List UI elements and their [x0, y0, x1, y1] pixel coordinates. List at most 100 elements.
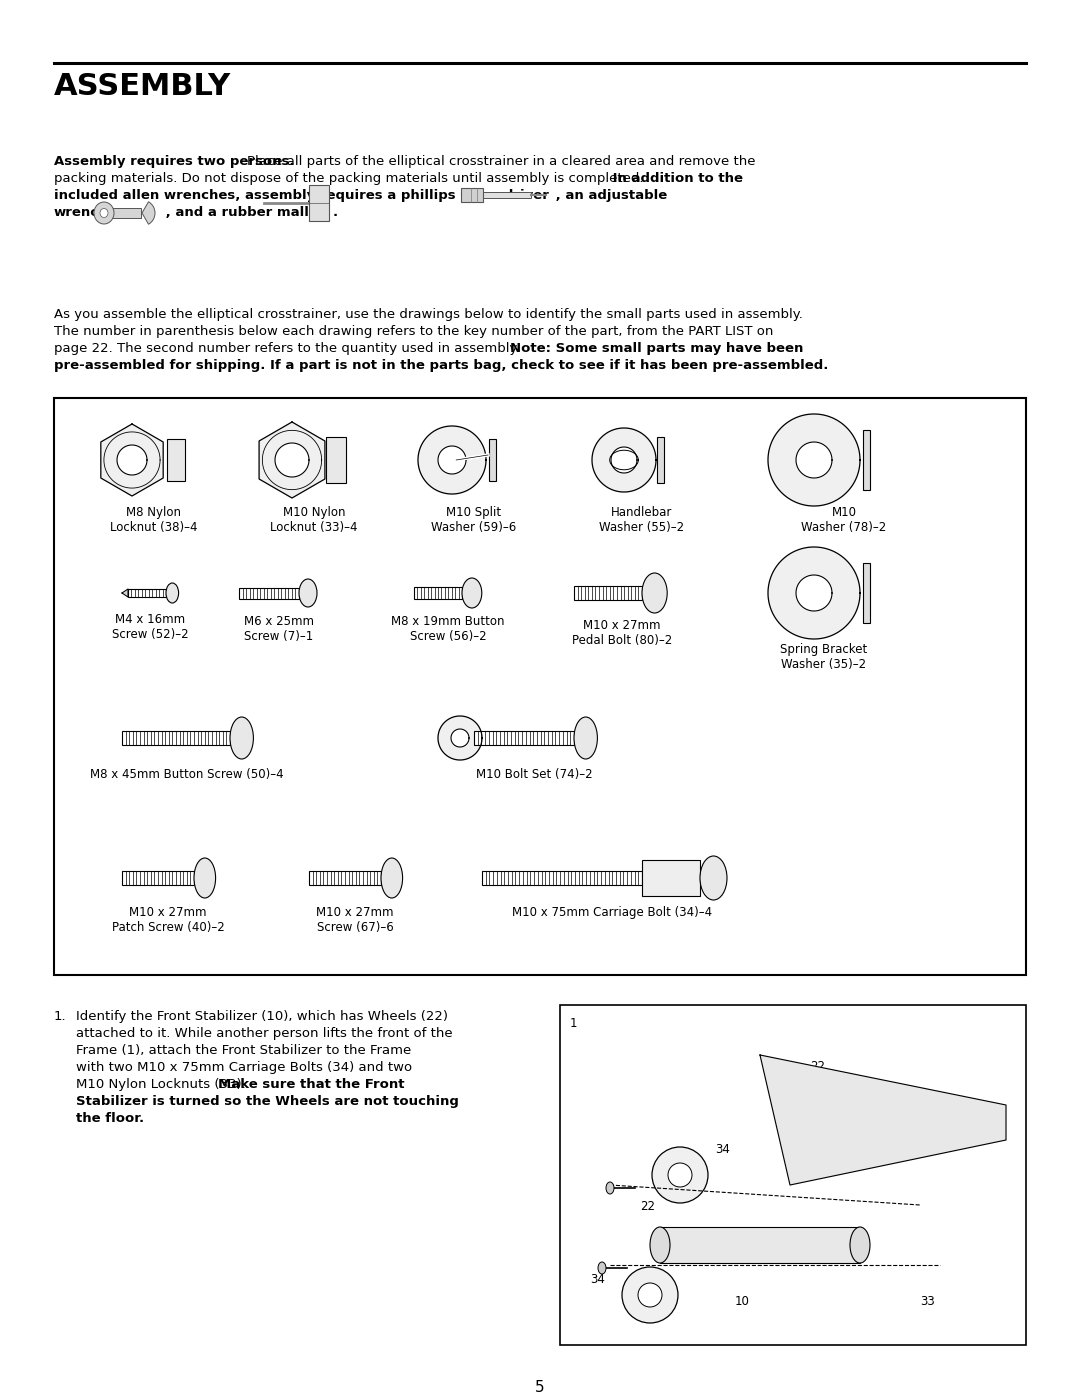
Bar	[863, 563, 869, 623]
Ellipse shape	[462, 578, 482, 608]
Text: M10
Washer (78)–2: M10 Washer (78)–2	[801, 506, 887, 534]
Text: 1: 1	[780, 1241, 787, 1253]
Text: , and a rubber mallet: , and a rubber mallet	[161, 205, 324, 219]
Ellipse shape	[642, 573, 667, 613]
Polygon shape	[275, 443, 309, 476]
Text: M10 x 27mm
Pedal Bolt (80)–2: M10 x 27mm Pedal Bolt (80)–2	[572, 619, 672, 647]
Text: 22: 22	[640, 1200, 654, 1213]
Text: wrench: wrench	[54, 205, 108, 219]
Text: Assembly requires two persons.: Assembly requires two persons.	[54, 155, 295, 168]
Text: M10 x 27mm
Patch Screw (40)–2: M10 x 27mm Patch Screw (40)–2	[111, 907, 225, 935]
Text: packing materials. Do not dispose of the packing materials until assembly is com: packing materials. Do not dispose of the…	[54, 172, 644, 184]
Bar	[106, 208, 141, 218]
Ellipse shape	[573, 717, 597, 759]
Polygon shape	[438, 717, 482, 760]
Bar	[129, 590, 166, 597]
Text: M10 Nylon Locknuts (33).: M10 Nylon Locknuts (33).	[76, 1078, 249, 1091]
Polygon shape	[768, 414, 860, 506]
Ellipse shape	[606, 1182, 615, 1194]
Bar	[239, 588, 299, 598]
Bar	[481, 191, 531, 198]
Ellipse shape	[650, 1227, 670, 1263]
Text: Place all parts of the elliptical crosstrainer in a cleared area and remove the: Place all parts of the elliptical crosst…	[247, 155, 756, 168]
Bar	[642, 861, 700, 895]
Bar	[657, 437, 663, 483]
Polygon shape	[796, 576, 832, 610]
Text: M8 x 45mm Button Screw (50)–4: M8 x 45mm Button Screw (50)–4	[91, 768, 284, 781]
Circle shape	[638, 1282, 662, 1308]
Bar	[122, 731, 230, 745]
Bar	[482, 870, 642, 886]
Bar	[461, 189, 483, 203]
Bar	[326, 437, 346, 483]
Bar	[54, 398, 1026, 975]
Polygon shape	[100, 425, 163, 496]
Text: with two M10 x 75mm Carriage Bolts (34) and two: with two M10 x 75mm Carriage Bolts (34) …	[76, 1060, 413, 1074]
Polygon shape	[610, 450, 638, 469]
Polygon shape	[796, 441, 832, 478]
Text: 34: 34	[590, 1273, 605, 1287]
Ellipse shape	[194, 858, 216, 898]
Text: , an adjustable: , an adjustable	[551, 189, 667, 203]
Bar	[561, 1004, 1026, 1345]
Ellipse shape	[94, 203, 114, 224]
Text: 1: 1	[570, 1017, 578, 1030]
Polygon shape	[122, 590, 129, 597]
Polygon shape	[592, 427, 656, 492]
Text: Handlebar
Washer (55)–2: Handlebar Washer (55)–2	[599, 506, 685, 534]
Text: ASSEMBLY: ASSEMBLY	[54, 73, 231, 101]
Text: 33: 33	[920, 1295, 935, 1308]
Text: In addition to the: In addition to the	[608, 172, 743, 184]
Text: M6 x 25mm
Screw (7)–1: M6 x 25mm Screw (7)–1	[244, 615, 314, 643]
Ellipse shape	[230, 717, 254, 759]
Polygon shape	[768, 548, 860, 638]
Ellipse shape	[299, 578, 318, 608]
Ellipse shape	[700, 856, 727, 900]
Polygon shape	[259, 422, 325, 497]
Text: 22: 22	[810, 1060, 825, 1073]
Ellipse shape	[850, 1227, 870, 1263]
Text: M10 x 75mm Carriage Bolt (34)–4: M10 x 75mm Carriage Bolt (34)–4	[512, 907, 712, 919]
Text: 34: 34	[715, 1143, 730, 1155]
Text: M10 x 27mm
Screw (67)–6: M10 x 27mm Screw (67)–6	[316, 907, 394, 935]
Circle shape	[622, 1267, 678, 1323]
Circle shape	[652, 1147, 708, 1203]
Text: The number in parenthesis below each drawing refers to the key number of the par: The number in parenthesis below each dra…	[54, 326, 773, 338]
Polygon shape	[611, 447, 637, 474]
Text: the floor.: the floor.	[76, 1112, 144, 1125]
Bar	[309, 184, 329, 221]
Text: .: .	[333, 205, 338, 219]
Bar	[660, 1227, 860, 1263]
Polygon shape	[760, 1055, 1005, 1185]
Bar	[863, 430, 869, 490]
Text: attached to it. While another person lifts the front of the: attached to it. While another person lif…	[76, 1027, 453, 1039]
Bar	[488, 439, 496, 481]
Polygon shape	[451, 729, 469, 747]
Bar	[474, 731, 573, 745]
Polygon shape	[438, 446, 465, 474]
Text: page 22. The second number refers to the quantity used in assembly.: page 22. The second number refers to the…	[54, 342, 524, 355]
Text: 10: 10	[735, 1295, 750, 1308]
Bar	[573, 585, 642, 599]
Text: M8 x 19mm Button
Screw (56)–2: M8 x 19mm Button Screw (56)–2	[391, 615, 504, 643]
Text: Identify the Front Stabilizer (10), which has Wheels (22): Identify the Front Stabilizer (10), whic…	[76, 1010, 448, 1023]
Circle shape	[669, 1162, 692, 1187]
Text: Stabilizer is turned so the Wheels are not touching: Stabilizer is turned so the Wheels are n…	[76, 1095, 459, 1108]
Polygon shape	[418, 426, 486, 495]
Text: M10 Bolt Set (74)–2: M10 Bolt Set (74)–2	[475, 768, 592, 781]
Wedge shape	[141, 201, 156, 225]
Polygon shape	[117, 446, 147, 475]
Text: Make sure that the Front: Make sure that the Front	[218, 1078, 405, 1091]
Text: Note: Some small parts may have been: Note: Some small parts may have been	[510, 342, 804, 355]
Text: included allen wrenches, assembly requires a phillips screwdriver: included allen wrenches, assembly requir…	[54, 189, 549, 203]
Bar	[414, 587, 462, 599]
Bar	[309, 870, 381, 886]
Text: Spring Bracket
Washer (35)–2: Spring Bracket Washer (35)–2	[781, 643, 867, 671]
Ellipse shape	[381, 858, 403, 898]
Text: M4 x 16mm
Screw (52)–2: M4 x 16mm Screw (52)–2	[111, 613, 188, 641]
Text: M10 Nylon
Locknut (33)–4: M10 Nylon Locknut (33)–4	[270, 506, 357, 534]
Text: Frame (1), attach the Front Stabilizer to the Frame: Frame (1), attach the Front Stabilizer t…	[76, 1044, 411, 1058]
Text: As you assemble the elliptical crosstrainer, use the drawings below to identify : As you assemble the elliptical crosstrai…	[54, 307, 802, 321]
Text: 1.: 1.	[54, 1010, 67, 1023]
Text: 5: 5	[536, 1380, 544, 1396]
